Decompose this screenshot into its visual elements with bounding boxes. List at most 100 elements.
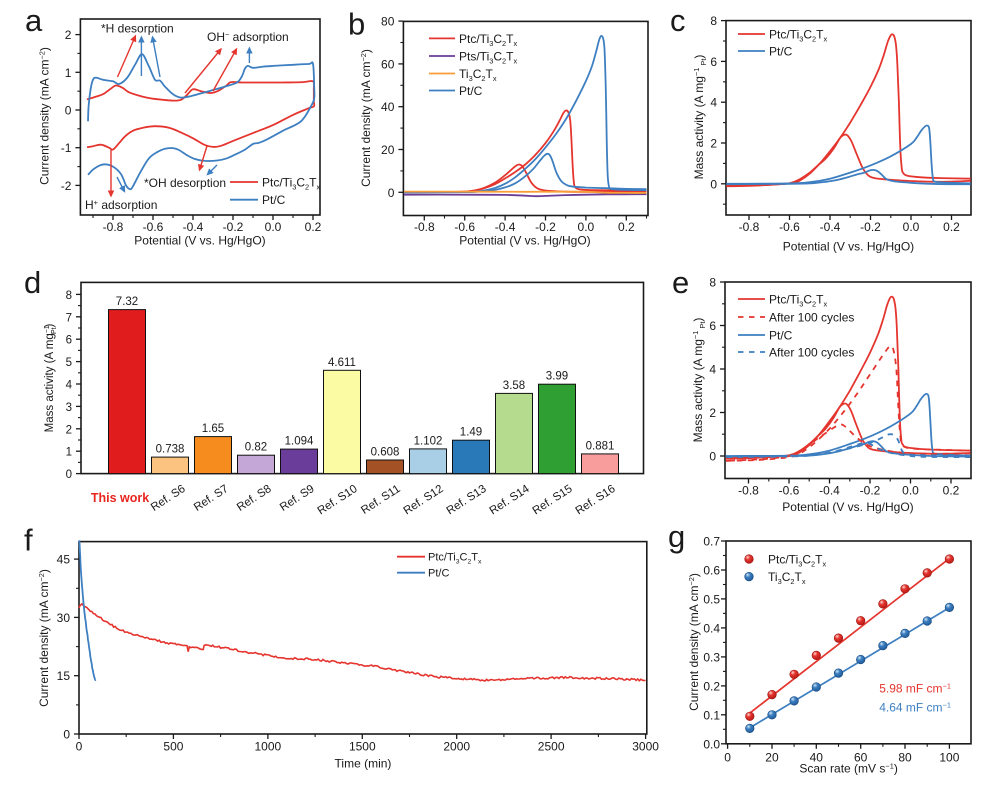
svg-text:4: 4 [66,380,73,392]
svg-text:H+ adsorption: H+ adsorption [85,198,157,212]
svg-text:0: 0 [724,751,731,765]
svg-text:1: 1 [65,66,72,80]
svg-text:20: 20 [381,143,395,157]
svg-text:-1: -1 [61,141,72,155]
svg-text:Current density (mA cm−2): Current density (mA cm−2) [687,573,701,711]
svg-text:-0.6: -0.6 [454,220,475,234]
svg-text:0.0: 0.0 [903,220,920,234]
svg-text:*H desorption: *H desorption [101,22,174,36]
svg-text:b: b [348,7,365,42]
svg-text:-0.6: -0.6 [779,220,800,234]
svg-text:-0.4: -0.4 [183,220,204,234]
svg-text:1.094: 1.094 [285,436,314,448]
svg-text:3: 3 [66,402,72,414]
svg-text:Time (min): Time (min) [335,757,392,771]
svg-text:0.7: 0.7 [703,535,720,549]
svg-text:0.82: 0.82 [245,442,267,454]
svg-text:-0.2: -0.2 [860,220,881,234]
svg-text:Pts/Ti3C2Tx: Pts/Ti3C2Tx [459,50,518,66]
svg-text:0: 0 [709,450,716,464]
svg-text:60: 60 [854,751,868,765]
svg-text:Potential (V vs. Hg/HgO): Potential (V vs. Hg/HgO) [134,234,265,248]
svg-text:1.102: 1.102 [414,435,443,447]
svg-text:5.98 mF cm−1: 5.98 mF cm−1 [879,682,951,696]
svg-text:2500: 2500 [538,740,565,754]
svg-text:4.611: 4.611 [328,357,356,369]
svg-text:2: 2 [710,137,717,151]
svg-text:1.65: 1.65 [202,423,224,435]
svg-text:4.64 mF cm−1: 4.64 mF cm−1 [879,701,951,715]
svg-text:Potential (V vs. Hg/HgO): Potential (V vs. Hg/HgO) [783,240,914,254]
svg-text:4: 4 [710,96,717,110]
svg-text:c: c [670,3,686,38]
svg-text:-0.6: -0.6 [779,484,800,498]
svg-text:Ptc/Ti3C2Tx: Ptc/Ti3C2Tx [459,32,518,48]
svg-text:1000: 1000 [255,740,282,754]
svg-text:Current density (mA cm−2): Current density (mA cm−2) [359,49,373,187]
svg-text:6: 6 [710,55,717,69]
svg-text:-0.2: -0.2 [535,220,556,234]
svg-text:20: 20 [765,751,779,765]
svg-text:30: 30 [57,611,71,625]
svg-text:0.1: 0.1 [703,708,720,722]
svg-text:2000: 2000 [443,740,470,754]
svg-text:0.2: 0.2 [618,220,635,234]
svg-text:0: 0 [66,469,72,481]
svg-text:Pt/C: Pt/C [459,84,483,98]
svg-text:0.5: 0.5 [703,592,720,606]
svg-text:0: 0 [76,740,83,754]
svg-text:0: 0 [388,186,395,200]
svg-text:Scan rate (mV s−1): Scan rate (mV s−1) [799,762,897,776]
svg-text:0.2: 0.2 [703,679,720,693]
svg-text:Pt/C: Pt/C [769,45,793,59]
svg-text:0.2: 0.2 [943,484,960,498]
svg-text:e: e [672,265,689,300]
svg-text:0.3: 0.3 [703,650,720,664]
svg-text:0.0: 0.0 [902,484,919,498]
svg-text:3.58: 3.58 [503,380,525,392]
svg-text:0.2: 0.2 [305,220,322,234]
svg-text:-2: -2 [61,179,72,193]
svg-text:2: 2 [66,424,72,436]
svg-text:3.99: 3.99 [546,371,568,383]
svg-text:After 100 cycles: After 100 cycles [769,346,854,360]
svg-text:Mass activity (A mg−1 Pt): Mass activity (A mg−1 Pt) [692,55,708,180]
svg-text:0.608: 0.608 [371,446,400,458]
svg-text:Pt/C: Pt/C [769,329,793,343]
svg-text:OH− adsorption: OH− adsorption [207,30,289,44]
svg-text:0.881: 0.881 [586,440,615,452]
svg-text:2: 2 [709,406,716,420]
svg-text:500: 500 [163,740,183,754]
svg-text:After 100 cycles: After 100 cycles [769,311,854,325]
svg-text:0: 0 [63,728,70,742]
svg-text:45: 45 [57,553,71,567]
svg-text:1500: 1500 [349,740,376,754]
svg-text:2: 2 [65,28,72,42]
svg-text:Ptc/Ti3C2Tx: Ptc/Ti3C2Tx [769,293,828,309]
svg-text:0.0: 0.0 [703,737,720,751]
svg-text:Pt/C: Pt/C [428,568,449,580]
svg-text:0.4: 0.4 [703,621,720,635]
svg-text:Mass activity (A mg−1Pt): Mass activity (A mg−1Pt) [44,324,58,433]
svg-text:15: 15 [57,669,71,683]
svg-text:Ptc/Ti3C2Tx: Ptc/Ti3C2Tx [769,28,828,44]
svg-text:Ti3C2Tx: Ti3C2Tx [459,67,497,83]
svg-text:-0.8: -0.8 [738,484,759,498]
svg-text:f: f [24,523,33,558]
svg-text:-0.8: -0.8 [414,220,435,234]
svg-text:3000: 3000 [632,740,659,754]
svg-text:0.6: 0.6 [703,563,720,577]
svg-text:Ptc/Ti3C2Tx: Ptc/Ti3C2Tx [262,176,321,192]
svg-text:8: 8 [709,276,716,290]
svg-text:6: 6 [709,319,716,333]
svg-text:0.0: 0.0 [265,220,282,234]
svg-text:1: 1 [66,447,72,459]
svg-text:100: 100 [939,751,959,765]
svg-text:-0.8: -0.8 [103,220,124,234]
svg-text:-0.4: -0.4 [820,220,841,234]
svg-text:-0.4: -0.4 [819,484,840,498]
svg-text:7.32: 7.32 [116,296,138,308]
svg-text:-0.2: -0.2 [223,220,244,234]
svg-text:g: g [668,519,685,554]
svg-text:8: 8 [66,290,72,302]
